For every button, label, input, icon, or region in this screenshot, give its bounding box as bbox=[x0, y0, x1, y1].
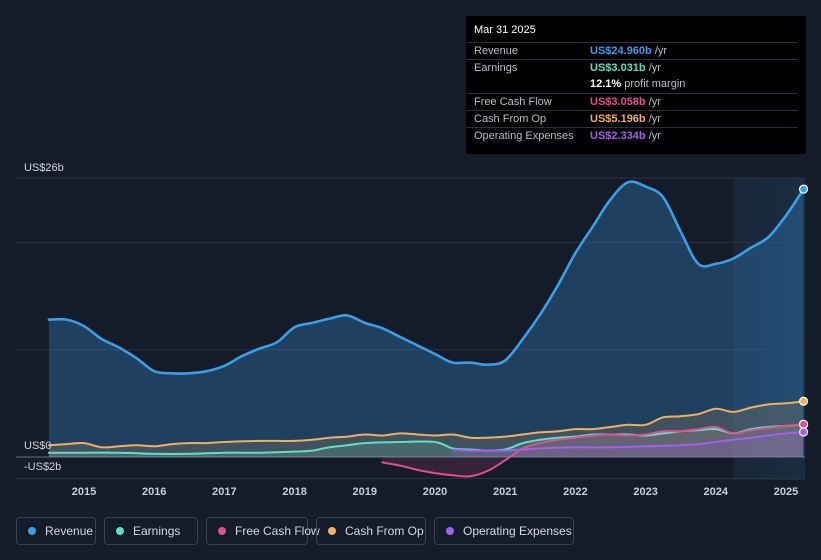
tooltip-row: 12.1% profit margin bbox=[466, 76, 798, 93]
y-axis-zero-label: US$0 bbox=[24, 440, 52, 452]
x-tick-label: 2025 bbox=[774, 486, 798, 498]
legend-dot-icon bbox=[116, 527, 124, 535]
tooltip-value-unit: /yr bbox=[651, 45, 668, 57]
legend-item-earnings[interactable]: Earnings bbox=[104, 517, 198, 545]
tooltip-row-value: 12.1% profit margin bbox=[590, 78, 685, 90]
tooltip-value-unit: profit margin bbox=[621, 78, 686, 90]
x-tick-label: 2018 bbox=[282, 486, 306, 498]
area-free-cash-flow bbox=[382, 424, 804, 477]
data-tooltip: Mar 31 2025 Revenue US$24.960b /yr Earning… bbox=[466, 16, 806, 154]
legend-dot-icon bbox=[328, 527, 336, 535]
x-axis: 2015 2016 2017 2018 2019 2020 2021 2022 2023 2024… bbox=[72, 486, 798, 498]
series-endpoints bbox=[798, 184, 809, 437]
tooltip-row-value: US$5.196b /yr bbox=[590, 113, 661, 125]
tooltip-row-label: Cash From Op bbox=[474, 113, 547, 125]
tooltip-value-unit: /yr bbox=[645, 113, 661, 125]
endpoint-revenue bbox=[798, 184, 809, 194]
legend-label: Revenue bbox=[45, 524, 94, 538]
tooltip-row-label: Revenue bbox=[474, 45, 519, 57]
area-cash-from-op bbox=[48, 401, 804, 457]
x-tick-label: 2016 bbox=[142, 486, 166, 498]
x-tick-label: 2015 bbox=[72, 486, 96, 498]
line-revenue bbox=[47, 180, 805, 375]
tooltip-row: Free Cash Flow US$3.058b /yr bbox=[466, 93, 798, 111]
tooltip-row-value: US$2.334b /yr bbox=[590, 130, 661, 142]
area-revenue bbox=[48, 181, 804, 457]
tooltip-row-label: Free Cash Flow bbox=[474, 96, 552, 108]
legend-dot-icon bbox=[218, 527, 226, 535]
tooltip-row: Revenue US$24.960b /yr bbox=[466, 42, 798, 60]
tooltip-value-number: US$3.058b bbox=[590, 96, 646, 108]
legend-label: Earnings bbox=[133, 524, 181, 538]
x-tick-label: 2024 bbox=[704, 486, 729, 498]
legend-item-free-cash-flow[interactable]: Free Cash Flow bbox=[206, 517, 320, 545]
line-earnings bbox=[47, 423, 805, 455]
tooltip-row: Operating Expenses US$2.334b /yr bbox=[466, 127, 798, 145]
tooltip-row-label: Earnings bbox=[474, 62, 518, 74]
line-cash-from-op bbox=[47, 400, 805, 449]
series-areas bbox=[48, 181, 804, 477]
x-tick-label: 2020 bbox=[423, 486, 447, 498]
area-operating-expenses bbox=[452, 432, 804, 457]
tooltip-value-number: US$24.960b bbox=[590, 45, 652, 57]
endpoint-free-cash-flow bbox=[798, 419, 809, 429]
tooltip-value-unit: /yr bbox=[645, 96, 661, 108]
tooltip-value-number: 12.1% bbox=[590, 78, 622, 90]
series-lines bbox=[47, 180, 805, 478]
legend-dot-icon bbox=[446, 527, 454, 535]
tooltip-value-number: US$2.334b bbox=[590, 130, 646, 142]
tooltip-value-number: US$3.031b bbox=[590, 62, 646, 74]
area-earnings bbox=[48, 424, 804, 457]
endpoint-operating-expenses bbox=[798, 427, 809, 437]
legend-item-operating-expenses[interactable]: Operating Expenses bbox=[434, 517, 574, 545]
tooltip-date: Mar 31 2025 bbox=[474, 24, 536, 36]
x-tick-label: 2017 bbox=[212, 486, 236, 498]
x-tick-label: 2022 bbox=[563, 486, 587, 498]
tooltip-row: Earnings US$3.031b /yr bbox=[466, 59, 798, 77]
x-tick-label: 2021 bbox=[493, 486, 517, 498]
y-axis-bottom-label: -US$2b bbox=[24, 461, 61, 473]
x-tick-label: 2023 bbox=[633, 486, 657, 498]
tooltip-row-value: US$3.058b /yr bbox=[590, 96, 661, 108]
legend-item-cash-from-op[interactable]: Cash From Op bbox=[316, 517, 426, 545]
legend-item-revenue[interactable]: Revenue bbox=[16, 517, 96, 545]
tooltip-row-label: Operating Expenses bbox=[474, 130, 574, 142]
gridlines bbox=[16, 177, 805, 479]
legend-label: Operating Expenses bbox=[463, 524, 572, 538]
line-free-cash-flow bbox=[381, 423, 805, 478]
y-axis-top-label: US$26b bbox=[24, 162, 64, 174]
chart-canvas: 2015 2016 2017 2018 2019 2020 2021 2022 2023 2024… bbox=[16, 162, 809, 498]
tooltip-row-value: US$24.960b /yr bbox=[590, 45, 667, 57]
legend-label: Cash From Op bbox=[345, 524, 424, 538]
legend-label: Free Cash Flow bbox=[235, 524, 320, 538]
legend-dot-icon bbox=[28, 527, 36, 535]
tooltip-row-value: US$3.031b /yr bbox=[590, 62, 661, 74]
tooltip-value-unit: /yr bbox=[645, 62, 661, 74]
tooltip-value-number: US$5.196b bbox=[590, 113, 646, 125]
x-tick-label: 2019 bbox=[353, 486, 377, 498]
line-operating-expenses bbox=[451, 431, 805, 452]
tooltip-row: Cash From Op US$5.196b /yr bbox=[466, 110, 798, 128]
tooltip-value-unit: /yr bbox=[645, 130, 661, 142]
endpoint-cash-from-op bbox=[798, 396, 809, 406]
